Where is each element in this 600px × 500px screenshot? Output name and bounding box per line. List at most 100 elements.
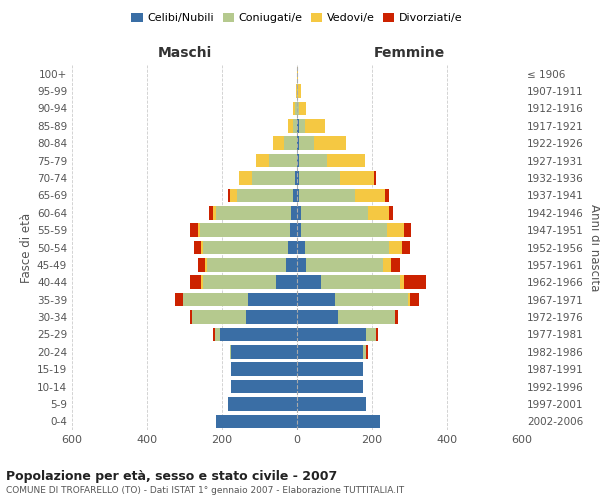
Bar [299,119,305,132]
Bar [298,84,301,98]
Bar [287,119,293,132]
Bar [297,224,301,237]
Bar [409,293,419,306]
Bar [400,276,404,289]
Bar [404,224,412,237]
Bar [367,345,368,358]
Bar [296,84,297,98]
Bar [299,188,355,202]
Bar [407,293,409,306]
Bar [284,136,297,150]
Bar [389,206,392,220]
Bar [272,136,284,150]
Bar [237,188,293,202]
Bar [217,414,297,428]
Bar [247,310,297,324]
Bar [297,136,299,150]
Bar [227,188,229,202]
Bar [202,240,203,254]
Bar [220,328,297,341]
Bar [290,224,297,237]
Bar [297,362,362,376]
Bar [297,345,362,358]
Bar [202,276,203,289]
Bar [322,276,400,289]
Bar [209,206,212,220]
Bar [227,397,297,410]
Bar [182,293,248,306]
Bar [389,240,402,254]
Text: Popolazione per età, sesso e stato civile - 2007: Popolazione per età, sesso e stato civil… [6,470,337,483]
Bar [212,206,217,220]
Bar [305,119,325,132]
Bar [292,206,297,220]
Bar [293,188,297,202]
Text: COMUNE DI TROFARELLO (TO) - Dati ISTAT 1° gennaio 2007 - Elaborazione TUTTITALIA: COMUNE DI TROFARELLO (TO) - Dati ISTAT 1… [6,486,404,495]
Bar [297,258,307,272]
Bar [338,310,395,324]
Bar [256,154,269,168]
Bar [197,224,199,237]
Legend: Celibi/Nubili, Coniugati/e, Vedovi/e, Divorziati/e: Celibi/Nubili, Coniugati/e, Vedovi/e, Di… [127,8,467,28]
Bar [299,102,307,115]
Bar [217,206,292,220]
Bar [293,102,295,115]
Bar [277,276,297,289]
Bar [387,224,404,237]
Bar [190,310,192,324]
Bar [297,380,362,394]
Bar [295,102,297,115]
Bar [297,328,367,341]
Bar [301,206,368,220]
Bar [212,328,215,341]
Bar [197,258,205,272]
Bar [297,171,299,185]
Bar [299,136,314,150]
Bar [297,414,380,428]
Bar [287,240,297,254]
Bar [215,328,220,341]
Bar [301,224,387,237]
Bar [299,154,327,168]
Y-axis label: Fasce di età: Fasce di età [20,212,33,282]
Bar [232,380,297,394]
Text: Maschi: Maschi [157,46,212,60]
Bar [391,258,400,272]
Bar [362,345,367,358]
Bar [385,188,389,202]
Bar [203,240,287,254]
Bar [355,188,385,202]
Bar [229,345,232,358]
Bar [207,258,286,272]
Bar [297,310,338,324]
Bar [368,206,389,220]
Bar [297,240,305,254]
Bar [395,310,398,324]
Bar [307,258,383,272]
Bar [252,171,295,185]
Bar [383,258,391,272]
Bar [305,240,389,254]
Bar [297,84,298,98]
Bar [402,240,409,254]
Bar [190,276,202,289]
Bar [232,345,297,358]
Bar [175,293,182,306]
Bar [297,397,367,410]
Y-axis label: Anni di nascita: Anni di nascita [588,204,600,291]
Bar [297,102,299,115]
Bar [297,154,299,168]
Bar [205,258,207,272]
Bar [269,154,297,168]
Bar [194,240,202,254]
Bar [286,258,297,272]
Bar [295,171,297,185]
Bar [297,119,299,132]
Bar [367,328,376,341]
Bar [229,188,237,202]
Bar [340,171,374,185]
Bar [297,188,299,202]
Text: Femmine: Femmine [374,46,445,60]
Bar [239,171,252,185]
Bar [404,276,427,289]
